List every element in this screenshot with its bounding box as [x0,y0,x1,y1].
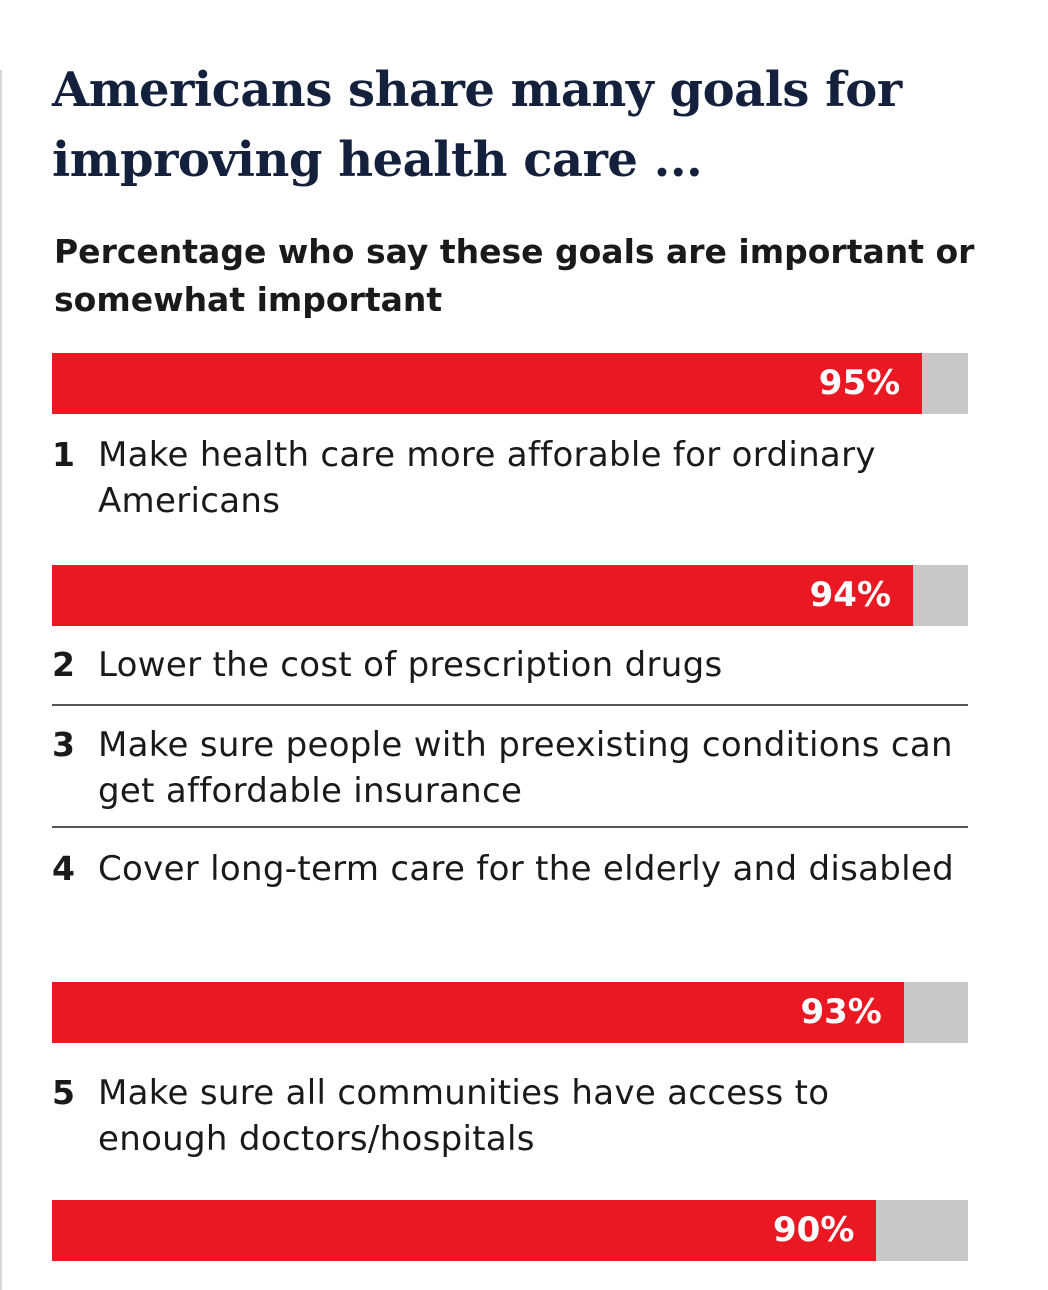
goal-number: 5 [52,1073,75,1112]
left-border-line [0,70,2,1290]
goal-text: Lower the cost of prescription drugs [98,645,723,685]
chart-title: Americans share many goals for improving… [52,62,902,188]
goal-text: Cover long-term care for the elderly and… [98,849,955,889]
bar-value-label: 93% [800,992,882,1032]
goal-text: Make sure people with preexisting condit… [98,725,953,811]
goal-text: Make health care more afforable for ordi… [98,435,876,521]
goal-number: 2 [52,645,75,684]
bar-value-label: 90% [773,1210,855,1250]
bar-track: 95% [52,353,968,414]
bar-track: 94% [52,565,968,626]
goal-number: 4 [52,849,75,888]
bar-fill: 94% [52,565,914,626]
bar-fill: 93% [52,982,904,1043]
bar-fill: 95% [52,353,923,414]
bar-value-label: 95% [818,363,901,403]
divider [52,704,968,706]
goal-text: Make sure all communities have access to… [98,1073,830,1159]
bar-fill: 90% [52,1200,877,1261]
divider [52,826,968,828]
bar-track: 93% [52,982,968,1043]
bar-track: 90% [52,1200,968,1261]
goal-number: 3 [52,725,75,764]
bar-value-label: 94% [809,575,892,615]
goal-number: 1 [52,435,75,474]
chart-subtitle: Percentage who say these goals are impor… [54,232,975,319]
